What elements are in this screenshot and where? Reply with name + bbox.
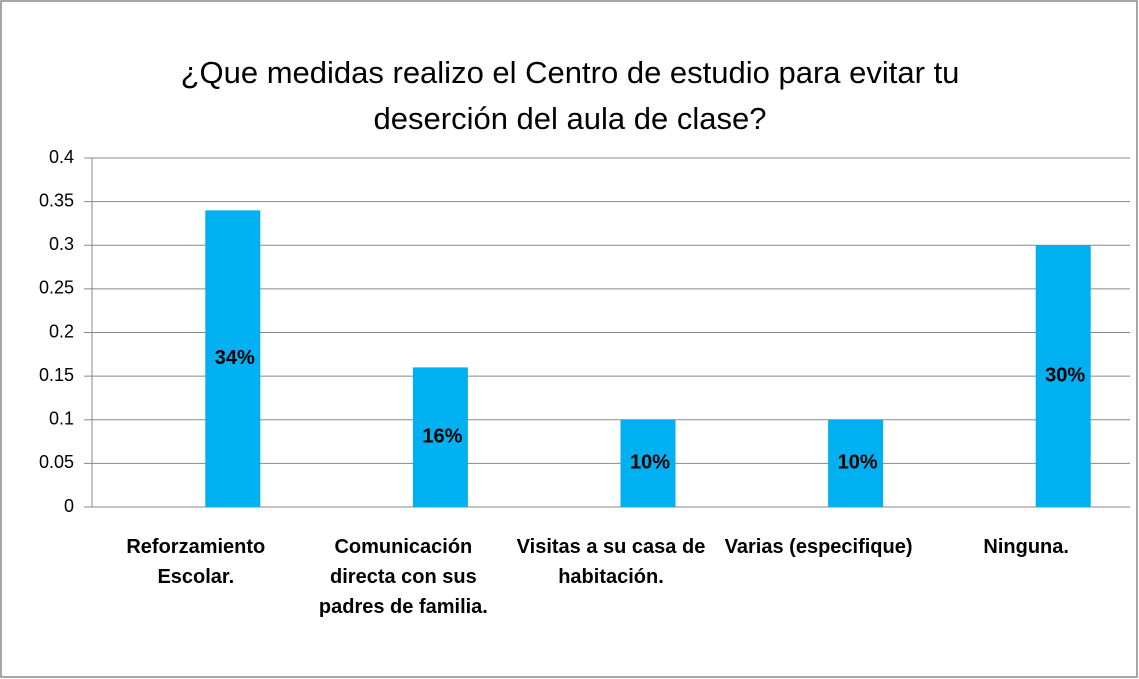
y-tick-label: 0.4 <box>49 147 74 167</box>
chart-title: ¿Que medidas realizo el Centro de estudi… <box>180 55 960 136</box>
y-tick-label: 0.05 <box>39 452 74 472</box>
y-tick-label: 0.3 <box>49 234 74 254</box>
data-label: 34% <box>215 347 255 369</box>
y-tick-label: 0.2 <box>49 321 74 341</box>
bar <box>620 419 676 507</box>
y-tick-label: 0.35 <box>39 190 74 210</box>
bar <box>1035 245 1091 507</box>
y-tick-label: 0.25 <box>39 278 74 298</box>
x-tick-label: Varias (especifique) <box>724 536 913 558</box>
x-tick-label: Visitas a su casa de habitación. <box>516 536 706 588</box>
y-tick-label: 0.1 <box>49 409 74 429</box>
x-tick-label: Comunicación directa con sus padres de f… <box>318 536 488 618</box>
data-label: 30% <box>1045 364 1085 386</box>
y-tick-label: 0.15 <box>39 365 74 385</box>
x-tick-label: Reforzamiento Escolar. <box>126 536 266 588</box>
x-tick-label: Ninguna. <box>983 536 1069 558</box>
bar <box>412 367 468 507</box>
bar <box>828 419 884 507</box>
data-label: 10% <box>630 452 670 474</box>
data-label: 10% <box>838 452 878 474</box>
bar <box>205 210 261 507</box>
y-tick-label: 0 <box>64 496 74 516</box>
data-label: 16% <box>422 425 462 447</box>
